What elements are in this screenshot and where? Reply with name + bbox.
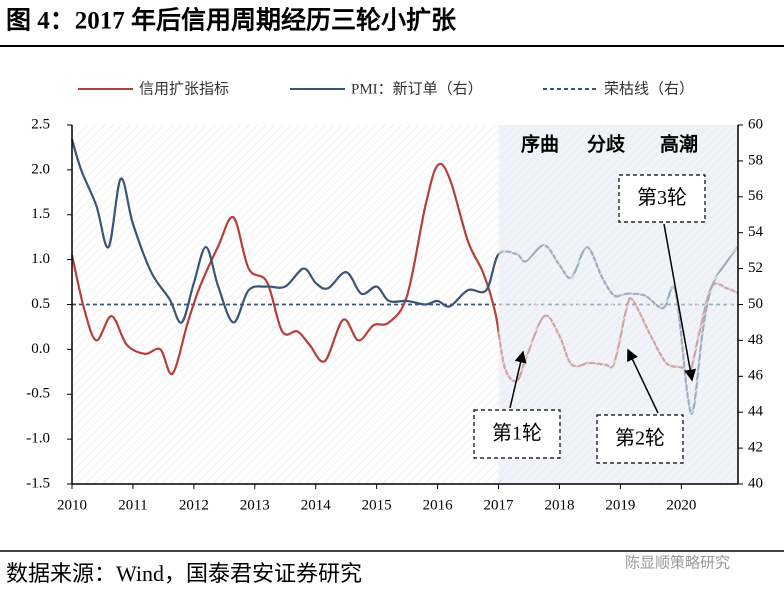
y-tick-label: -1.0 [26,431,50,447]
y-tick-label: -0.5 [26,386,50,402]
y-tick-label: 1.5 [31,206,50,222]
y2-tick-label: 52 [748,260,763,276]
x-tick-label: 2015 [362,497,392,513]
x-tick-label: 2010 [57,497,87,513]
phase-label: 高潮 [660,132,698,155]
legend-label: PMI：新订单（右） [351,80,483,97]
annotation-label: 第3轮 [637,186,687,209]
y-tick-label: 1.0 [31,251,50,267]
y-tick-label: -1.5 [26,475,50,491]
x-tick-label: 2019 [605,497,635,513]
y2-tick-label: 46 [748,368,764,384]
source: 数据来源：Wind，国泰君安证券研究 [6,561,362,586]
y2-tick-label: 42 [748,440,763,456]
y-tick-label: 2.5 [31,116,50,132]
y2-tick-label: 54 [748,224,764,240]
x-tick-label: 2012 [179,497,209,513]
y2-tick-label: 60 [748,116,763,132]
x-tick-label: 2018 [544,497,574,513]
y-tick-label: 0.0 [31,341,50,357]
x-tick-label: 2016 [423,497,454,513]
annotation-box [618,174,706,223]
annotation-label: 第1轮 [492,422,542,445]
annotation-arrow [509,350,527,409]
x-tick-label: 2014 [301,497,332,513]
annotation-box [473,409,561,459]
x-tick-label: 2020 [666,497,696,513]
annotation-arrow [663,223,697,382]
legend-label: 信用扩张指标 [139,80,229,97]
y-tick-label: 0.5 [31,296,50,312]
chart-title: 图 4：2017 年后信用周期经历三轮小扩张 [6,6,457,35]
y2-tick-label: 58 [748,152,763,168]
annotation-box [596,414,684,464]
y-tick-label: 2.0 [31,161,50,177]
legend-label: 荣枯线（右） [604,80,694,97]
annotation-arrow [627,348,659,414]
y2-tick-label: 44 [748,404,764,420]
x-tick-label: 2011 [118,497,147,513]
y2-tick-label: 40 [748,475,763,491]
x-tick-label: 2013 [240,497,270,513]
y2-tick-label: 56 [748,188,764,204]
x-tick-label: 2017 [484,497,515,513]
y2-tick-label: 48 [748,332,763,348]
phase-label: 分歧 [587,133,626,155]
y2-tick-label: 50 [748,296,763,312]
phase-label: 序曲 [521,132,559,155]
annotation-label: 第2轮 [615,427,665,450]
watermark: 陈显顺策略研究 [625,554,730,572]
